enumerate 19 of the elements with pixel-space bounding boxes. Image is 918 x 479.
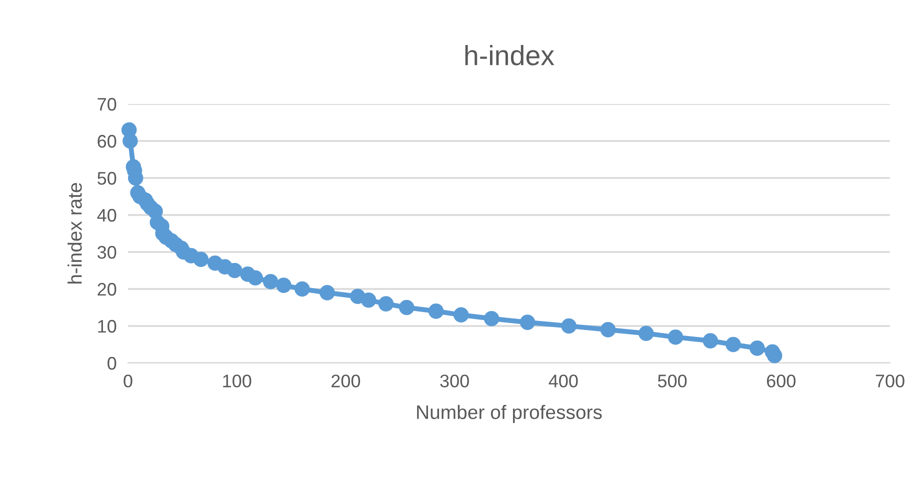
x-tick-label: 200 [332, 374, 360, 388]
y-tick-label: 60 [98, 134, 116, 148]
x-tick-label: 700 [876, 374, 904, 388]
x-axis-title: Number of professors [417, 404, 602, 423]
chart-title: h-index [465, 44, 554, 66]
x-tick-label: 100 [223, 374, 252, 388]
y-tick-label: 10 [98, 320, 116, 333]
y-tick-label: 0 [108, 356, 116, 370]
y-tick-label: 70 [98, 98, 116, 111]
x-tick-label: 300 [440, 374, 469, 388]
x-tick-label: 600 [767, 374, 796, 388]
y-tick-label: 20 [98, 282, 116, 296]
y-tick-label: 40 [97, 208, 116, 222]
x-tick-label: 500 [658, 374, 687, 388]
x-tick-label: 400 [548, 374, 578, 388]
x-tick-label: 0 [124, 374, 132, 388]
y-axis-title: h-index rate [68, 183, 82, 284]
y-tick-label: 50 [98, 172, 116, 185]
y-tick-label: 30 [97, 246, 116, 259]
